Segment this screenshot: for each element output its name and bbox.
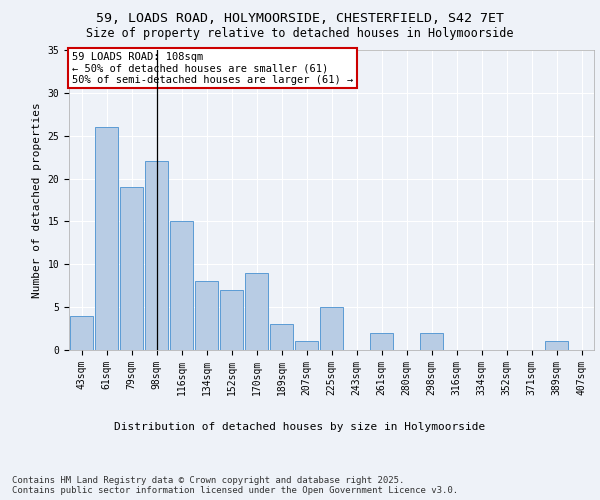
Bar — [220, 290, 243, 350]
Bar — [195, 282, 218, 350]
Text: Contains HM Land Registry data © Crown copyright and database right 2025.
Contai: Contains HM Land Registry data © Crown c… — [12, 476, 458, 495]
Text: Size of property relative to detached houses in Holymoorside: Size of property relative to detached ho… — [86, 28, 514, 40]
Bar — [95, 127, 118, 350]
Text: 59 LOADS ROAD: 108sqm
← 50% of detached houses are smaller (61)
50% of semi-deta: 59 LOADS ROAD: 108sqm ← 50% of detached … — [71, 52, 353, 84]
Bar — [320, 307, 343, 350]
Bar — [270, 324, 293, 350]
Bar — [70, 316, 93, 350]
Bar — [120, 187, 143, 350]
Bar — [370, 333, 393, 350]
Y-axis label: Number of detached properties: Number of detached properties — [32, 102, 42, 298]
Bar — [420, 333, 443, 350]
Bar — [170, 222, 193, 350]
Bar — [295, 342, 318, 350]
Bar — [145, 162, 168, 350]
Bar — [245, 273, 268, 350]
Text: Distribution of detached houses by size in Holymoorside: Distribution of detached houses by size … — [115, 422, 485, 432]
Bar — [545, 342, 568, 350]
Text: 59, LOADS ROAD, HOLYMOORSIDE, CHESTERFIELD, S42 7ET: 59, LOADS ROAD, HOLYMOORSIDE, CHESTERFIE… — [96, 12, 504, 26]
